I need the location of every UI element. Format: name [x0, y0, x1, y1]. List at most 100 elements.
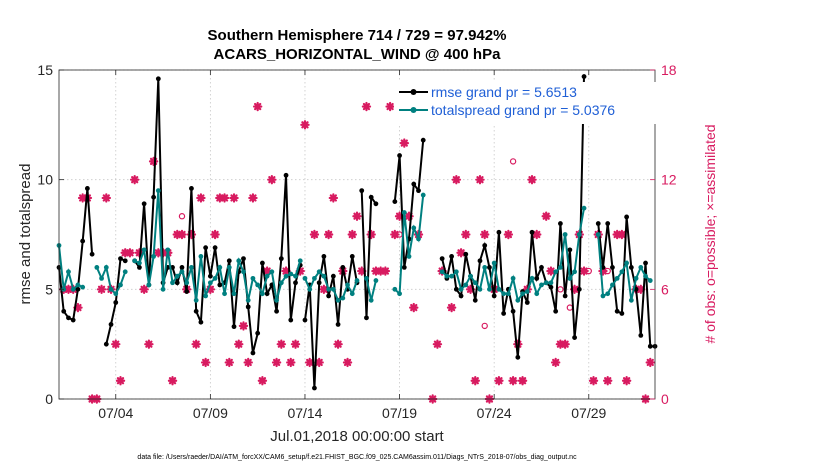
totalspread-point: [605, 291, 611, 297]
totalspread-point: [364, 275, 369, 281]
obs-assimilated-stroke: [201, 358, 210, 367]
obs-assimilated-stroke: [315, 358, 323, 367]
obs-assimilated-marker: [300, 120, 310, 130]
totalspread-point: [557, 265, 563, 270]
obs-possible-marker: [585, 267, 592, 275]
obs-assimilated-marker: [314, 357, 324, 368]
rmse-point: [217, 282, 223, 288]
totalspread-point: [643, 273, 648, 279]
rmse-point: [529, 229, 535, 235]
rmse-point: [553, 308, 559, 314]
rmse-point: [576, 286, 582, 292]
rmse-point: [605, 221, 611, 226]
totalspread-point: [439, 269, 445, 275]
y-tick-label: 10: [37, 172, 53, 188]
obs-assimilated-stroke: [249, 194, 257, 202]
rmse-point: [539, 265, 544, 270]
obs-assimilated-marker: [385, 101, 395, 112]
obs-assimilated-marker: [470, 376, 480, 386]
rmse-line: [360, 190, 377, 318]
totalspread-line: [134, 190, 302, 301]
totalspread-point: [529, 275, 535, 281]
totalspread-point: [241, 269, 246, 275]
obs-assimilated-stroke: [239, 322, 248, 330]
rmse-point: [472, 297, 478, 303]
totalspread-point: [345, 282, 350, 288]
rmse-point: [567, 247, 573, 253]
rmse-point: [359, 188, 365, 194]
obs-assimilated-stroke: [282, 267, 290, 275]
x-axis-label: Jul.01,2018 00:00:00 start: [270, 428, 444, 445]
rmse-point: [264, 291, 270, 297]
totalspread-point: [543, 280, 549, 286]
obs-assimilated-stroke: [542, 212, 550, 220]
obs-assimilated-stroke: [528, 176, 536, 184]
totalspread-point: [99, 275, 104, 281]
rmse-point: [416, 188, 421, 194]
chart-title: Southern Hemisphere 714 / 729 = 97.942%: [208, 27, 507, 44]
rmse-point: [66, 315, 71, 321]
obs-assimilated-marker: [342, 357, 353, 368]
rmse-point: [312, 385, 317, 391]
totalspread-point: [487, 286, 492, 292]
obs-assimilated-stroke: [306, 358, 314, 367]
rmse-point: [534, 275, 540, 281]
obs-assimilated-stroke: [140, 285, 148, 293]
rmse-point: [581, 74, 587, 79]
obs-assimilated-stroke: [561, 340, 569, 348]
totalspread-point: [524, 289, 530, 294]
rmse-point: [231, 324, 237, 330]
obs-assimilated-marker: [139, 284, 149, 295]
rmse-point: [482, 243, 488, 248]
plot-frame: [58, 69, 656, 400]
rmse-point: [122, 258, 128, 264]
totalspread-point: [226, 265, 232, 270]
obs-assimilated-marker: [210, 229, 220, 240]
totalspread-point: [610, 282, 615, 288]
rmse-point: [439, 256, 445, 262]
totalspread-point: [515, 297, 521, 303]
rmse-point: [118, 256, 123, 262]
obs-assimilated-stroke: [447, 303, 456, 312]
obs-assimilated-marker: [560, 339, 570, 349]
obs-assimilated-marker: [446, 302, 457, 313]
obs-assimilated-marker: [144, 339, 154, 349]
obs-assimilated-stroke: [358, 267, 366, 275]
legend: rmse grand pr = 5.6513 totalspread grand…: [394, 82, 656, 124]
y-axis-label: rmse and totalspread: [17, 164, 34, 305]
totalspread-point: [416, 236, 421, 242]
totalspread-point: [94, 265, 100, 270]
obs-assimilated-marker: [224, 357, 234, 368]
obs-assimilated-stroke: [400, 139, 408, 147]
obs-assimilated-marker: [494, 376, 504, 386]
obs-assimilated-marker: [475, 174, 485, 185]
obs-assimilated-marker: [229, 193, 239, 203]
y2-tick-label: 0: [661, 391, 669, 407]
obs-assimilated-stroke: [504, 230, 513, 239]
x-tick-label: 07/19: [382, 405, 417, 421]
obs-assimilated-stroke: [476, 176, 484, 184]
totalspread-point: [155, 188, 161, 194]
obs-assimilated-stroke: [301, 121, 309, 129]
totalspread-point: [472, 280, 478, 286]
obs-assimilated-stroke: [145, 340, 153, 348]
obs-assimilated-marker: [532, 229, 542, 240]
obs-assimilated-marker: [323, 229, 334, 240]
totalspread-point: [392, 286, 398, 292]
obs-assimilated-stroke: [263, 267, 271, 275]
obs-assimilated-marker: [267, 174, 277, 185]
obs-assimilated-marker: [111, 339, 121, 349]
obs-assimilated-stroke: [509, 377, 517, 385]
totalspread-point: [193, 297, 199, 303]
rmse-point: [397, 153, 402, 158]
rmse-point: [449, 254, 455, 259]
obs-assimilated-stroke: [343, 358, 352, 367]
totalspread-point: [66, 269, 71, 275]
obs-assimilated-stroke: [457, 249, 465, 257]
obs-assimilated-stroke: [178, 230, 186, 239]
rmse-point: [487, 265, 492, 270]
rmse-point: [80, 238, 86, 244]
obs-assimilated-stroke: [622, 377, 631, 385]
obs-assimilated-marker: [167, 376, 178, 386]
rmse-point: [226, 258, 232, 264]
